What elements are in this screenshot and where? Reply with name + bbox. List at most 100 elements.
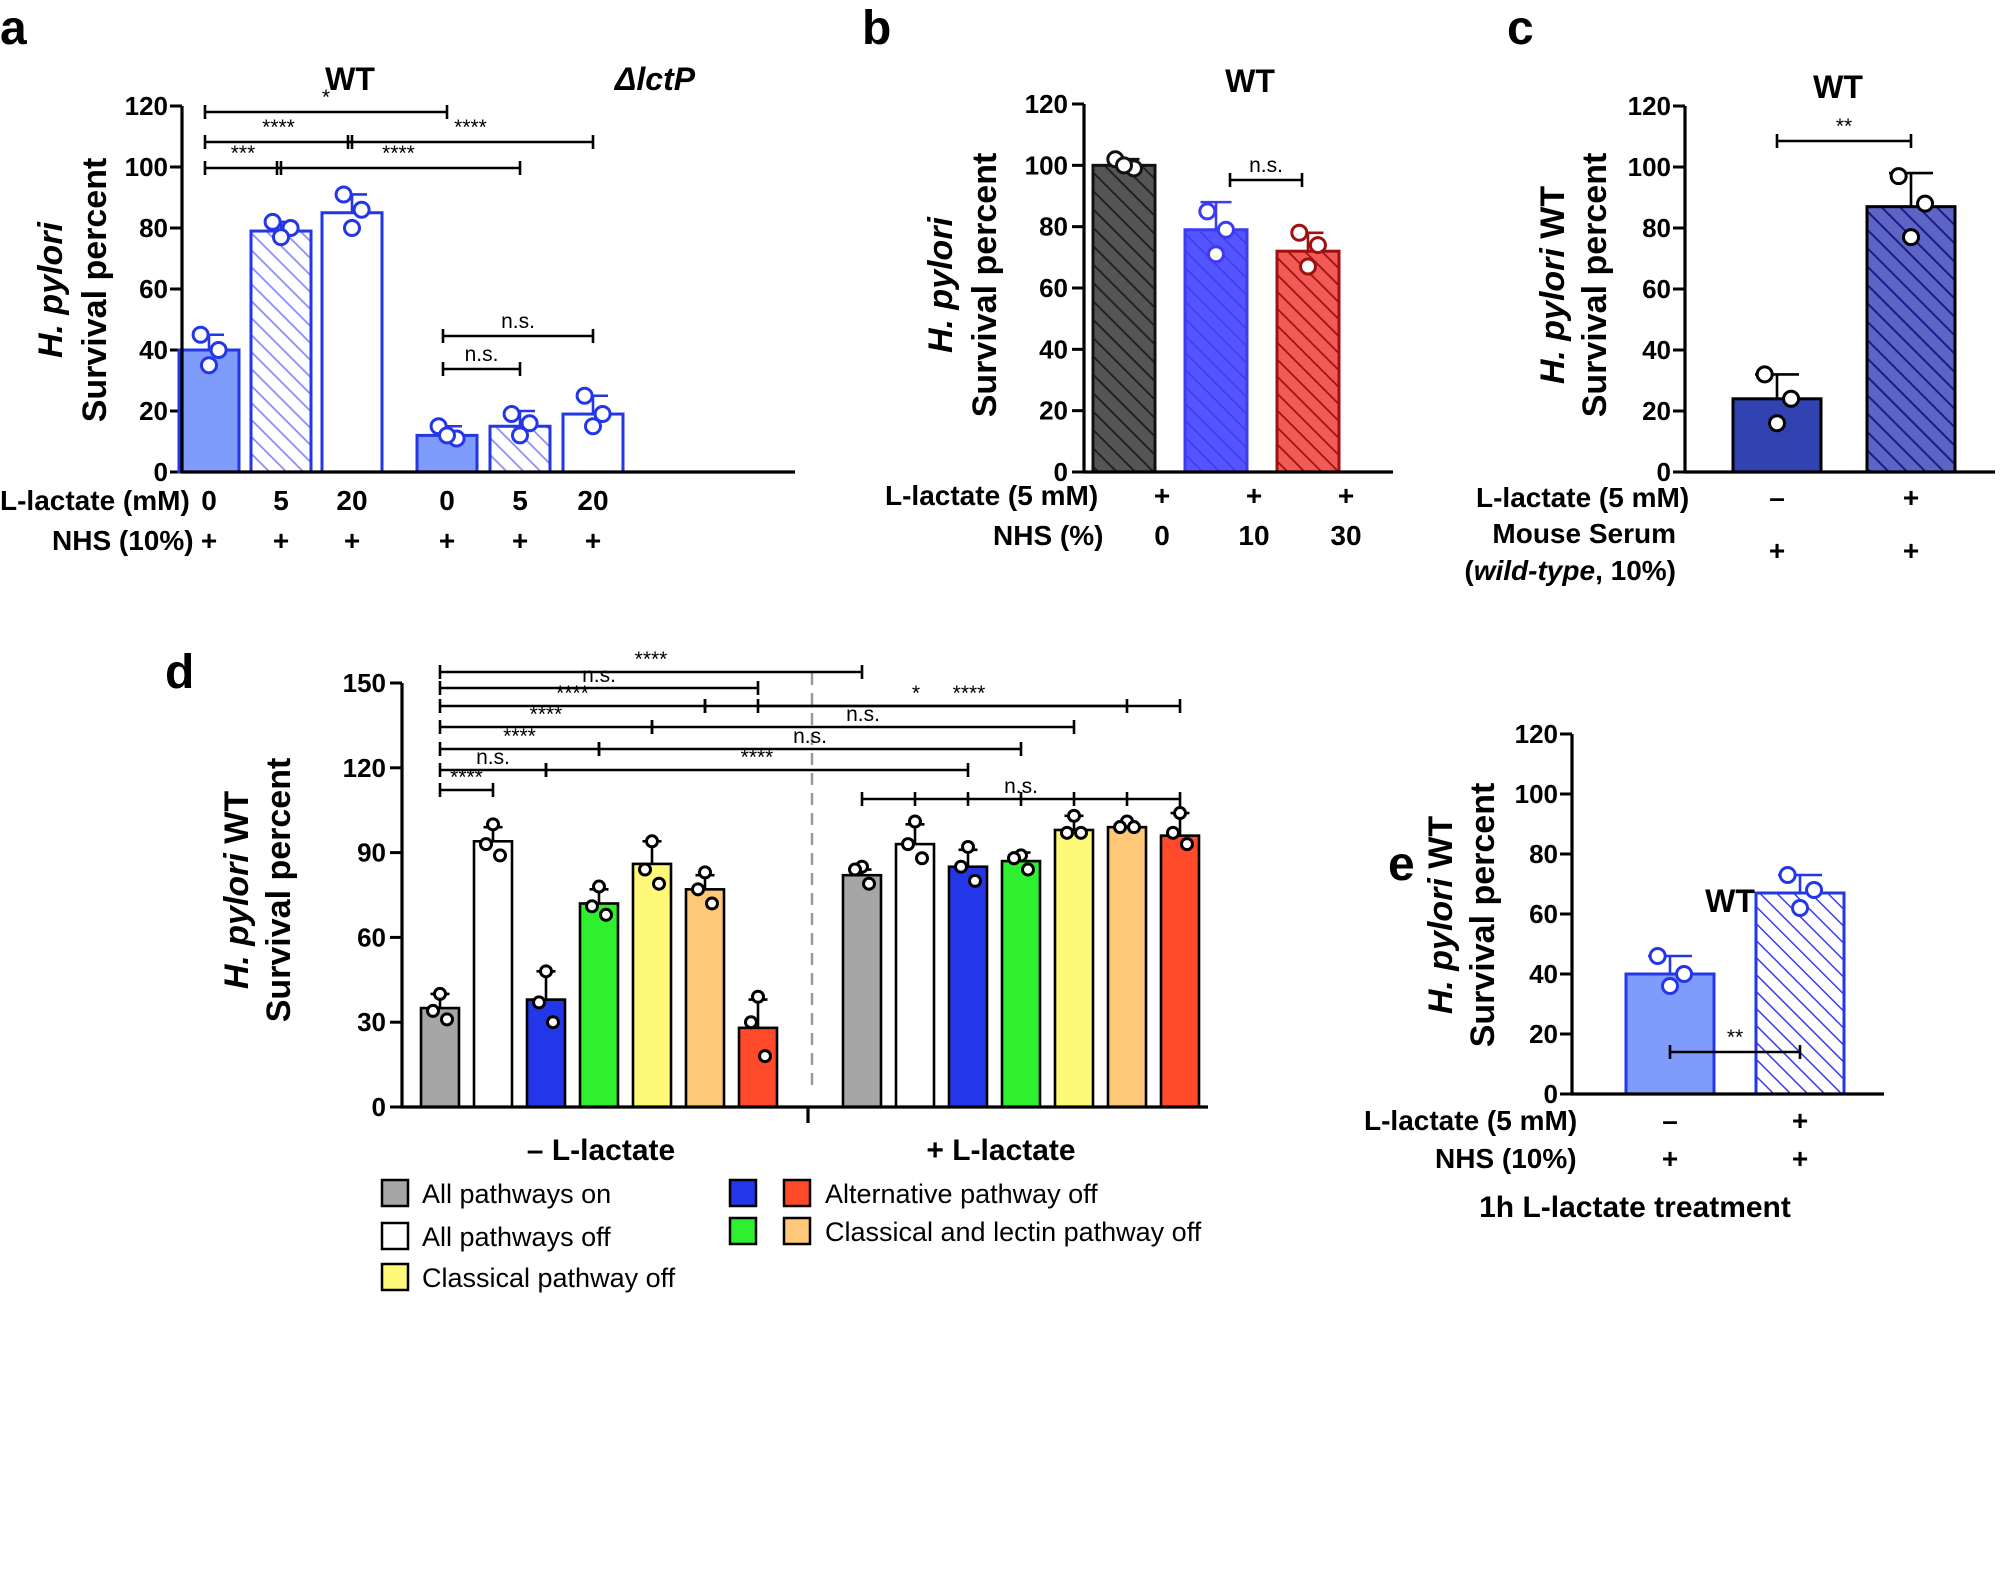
x-category-label: – [1769, 482, 1785, 513]
data-point [532, 995, 546, 1010]
y-tick-label: 30 [357, 1007, 386, 1037]
significance-label: n.s. [846, 703, 880, 726]
y-label-strain: WT [1534, 186, 1572, 249]
title-wt: WT [1705, 883, 1755, 919]
data-point [493, 848, 507, 863]
y-tick-label: 60 [139, 274, 168, 304]
group-label-minus: – L-lactate [527, 1134, 675, 1167]
x-category-label: + [1903, 482, 1919, 513]
y-label: Survival percent [966, 153, 1004, 418]
data-point [915, 851, 929, 866]
panel-d: d H. pylori WT Survival percent 0 30 60 90 1… [165, 646, 1208, 1293]
data-point [744, 1015, 758, 1030]
y-tick-label: 80 [139, 213, 168, 243]
bar [737, 1026, 779, 1109]
legend-label-cl-off: Classical and lectin pathway off [825, 1217, 1202, 1247]
data-point [1290, 223, 1309, 242]
data-point [908, 814, 922, 829]
y-tick-label: 120 [1025, 89, 1068, 119]
row-label-nhs: NHS (10%) [52, 525, 194, 556]
panel-c: c WT H. pylori WT Survival percent 0 20 40… [1464, 2, 1995, 586]
y-tick-label: 0 [1657, 457, 1671, 487]
significance-bracket [1775, 134, 1913, 148]
data-point [520, 414, 539, 433]
significance-label: n.s. [582, 664, 616, 687]
significance-bracket [1668, 1045, 1802, 1059]
y-tick-label: 100 [1515, 779, 1558, 809]
significance-bracket [346, 135, 595, 149]
bar [631, 862, 673, 1109]
significance-label: **** [382, 142, 415, 165]
significance-bracket [544, 763, 970, 777]
data-point [961, 839, 975, 854]
significance-bracket [438, 681, 760, 695]
significance-bracket [756, 699, 1182, 713]
data-point [511, 426, 529, 445]
y-tick-label: 0 [372, 1092, 386, 1122]
data-point [1889, 167, 1908, 186]
data-point [652, 876, 666, 891]
y-tick-label: 0 [154, 457, 168, 487]
data-point [1127, 820, 1141, 835]
significance-bracket [203, 105, 449, 119]
data-point [1113, 820, 1127, 835]
y-tick-label: 120 [343, 753, 386, 783]
y-tick-label: 40 [1642, 335, 1671, 365]
x-category-label: 30 [1330, 520, 1361, 551]
y-tick-label: 120 [1515, 719, 1558, 749]
lactate-value: + [1154, 480, 1170, 511]
y-tick-label: 20 [1642, 396, 1671, 426]
data-point [479, 837, 493, 852]
serum-value: + [1903, 535, 1919, 566]
panel-letter-c: c [1507, 2, 1534, 55]
x-category-label: 0 [201, 485, 217, 516]
data-point [1916, 194, 1935, 213]
x-category-label: 0 [1154, 520, 1170, 551]
data-point [438, 426, 456, 445]
legend-swatch-all-on [380, 1178, 410, 1208]
y-tick-label: 100 [125, 152, 168, 182]
bar [320, 211, 384, 474]
row-label-lactate: L-lactate (5 mM) [885, 480, 1098, 511]
bar [472, 839, 514, 1109]
panel-e: e WT H. pylori WT Survival percent 0 20 40… [1364, 719, 1884, 1224]
data-point [1067, 808, 1081, 823]
significance-label: n.s. [501, 310, 535, 333]
data-point [691, 882, 705, 897]
significance-bracket [441, 362, 522, 376]
legend-swatch-classical-off [380, 1262, 410, 1292]
y-label-wt: H. pylori WT [1534, 186, 1572, 385]
data-point [352, 200, 371, 219]
data-point [862, 876, 876, 891]
y-label: Survival percent [1464, 783, 1502, 1048]
y-tick-label: 150 [343, 668, 386, 698]
significance-label: **** [503, 725, 536, 748]
significance-label: n.s. [476, 746, 510, 769]
y-tick-label: 80 [1529, 839, 1558, 869]
data-point [1074, 825, 1088, 840]
data-point [502, 405, 521, 424]
y-tick-label: 40 [1529, 959, 1558, 989]
y-label-wt: H. pylori WT [218, 791, 256, 990]
bar [1053, 828, 1095, 1109]
x-category-label: + [1792, 1105, 1808, 1136]
data-point [1207, 245, 1225, 264]
panel-b: b WT H. pylori Survival percent 0 20 40 60 8… [862, 2, 1393, 551]
data-point [901, 837, 915, 852]
row-label-serum-detail: (wild-type, 10%) [1464, 555, 1676, 586]
axes [1570, 734, 1884, 1096]
y-tick-label: 120 [125, 91, 168, 121]
bar [1000, 859, 1042, 1109]
data-point [968, 873, 982, 888]
x-category-label: 20 [577, 485, 608, 516]
nhs-value: + [439, 525, 455, 556]
legend-label-classical-off: Classical pathway off [422, 1263, 676, 1293]
significance-label: * [912, 682, 920, 705]
data-point [433, 986, 447, 1001]
significance-bracket [275, 161, 522, 175]
panel-letter-e: e [1388, 838, 1415, 891]
bar [419, 1006, 461, 1109]
y-tick-label: 80 [1039, 212, 1068, 242]
significance-label: ** [1727, 1026, 1743, 1049]
